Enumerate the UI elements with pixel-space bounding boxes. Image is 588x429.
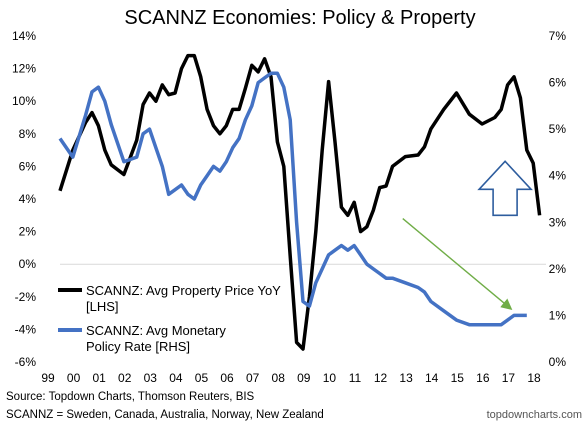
x-tick-label: 03 xyxy=(144,371,158,385)
legend: SCANNZ: Avg Property Price YoY [LHS] SCA… xyxy=(58,283,284,354)
x-tick-label: 07 xyxy=(246,371,260,385)
left-tick-label: 2% xyxy=(19,225,37,239)
right-tick-label: 2% xyxy=(549,262,567,276)
x-tick-label: 18 xyxy=(527,371,541,385)
right-tick-label: 5% xyxy=(549,122,567,136)
legend-label-policy: SCANNZ: Avg Monetary Policy Rate [RHS] xyxy=(86,323,230,354)
left-tick-label: -4% xyxy=(15,322,37,336)
left-tick-label: 0% xyxy=(19,257,37,271)
left-tick-label: 14% xyxy=(12,29,36,43)
x-tick-label: 06 xyxy=(220,371,234,385)
source-note: Source: Topdown Charts, Thomson Reuters,… xyxy=(6,391,255,403)
series-layer xyxy=(58,53,542,351)
left-tick-label: 6% xyxy=(19,159,37,173)
annotation-layer xyxy=(402,160,533,311)
x-tick-label: 00 xyxy=(67,371,81,385)
policy-rate-line xyxy=(58,71,527,327)
right-axis: 7% 6% 5% 4% 3% 2% 1% 0% xyxy=(549,29,567,369)
x-tick-label: 05 xyxy=(195,371,209,385)
left-tick-label: -2% xyxy=(15,290,37,304)
right-tick-label: 4% xyxy=(549,169,567,183)
x-tick-label: 04 xyxy=(169,371,183,385)
up-arrow-annotation xyxy=(477,160,533,217)
down-trend-arrow-annotation xyxy=(402,218,513,311)
right-tick-label: 6% xyxy=(549,76,567,90)
right-tick-label: 1% xyxy=(549,308,567,322)
property-price-line xyxy=(58,53,542,351)
x-tick-label: 17 xyxy=(502,371,516,385)
x-tick-label: 09 xyxy=(297,371,311,385)
chart-title: SCANNZ Economies: Policy & Property xyxy=(124,7,475,29)
right-tick-label: 3% xyxy=(549,215,567,229)
x-tick-label: 15 xyxy=(451,371,465,385)
right-tick-label: 0% xyxy=(549,355,567,369)
x-axis: 99 00 01 02 03 04 05 06 07 08 09 10 11 12 13 14 15 16 17 18 xyxy=(41,371,541,385)
x-tick-label: 02 xyxy=(118,371,132,385)
watermark: topdowncharts.com xyxy=(487,409,582,421)
x-tick-label: 12 xyxy=(374,371,388,385)
x-tick-label: 14 xyxy=(425,371,439,385)
x-tick-label: 11 xyxy=(349,371,362,385)
left-tick-label: 4% xyxy=(19,192,37,206)
left-tick-label: 8% xyxy=(19,127,37,141)
x-tick-label: 13 xyxy=(399,371,413,385)
right-tick-label: 7% xyxy=(549,29,567,43)
left-tick-label: 10% xyxy=(12,94,36,108)
x-tick-label: 10 xyxy=(323,371,337,385)
left-tick-label: 12% xyxy=(12,62,36,76)
x-tick-label: 01 xyxy=(92,371,106,385)
scannz-definition: SCANNZ = Sweden, Canada, Australia, Norw… xyxy=(6,409,324,421)
left-tick-label: -6% xyxy=(15,355,37,369)
legend-label-property: SCANNZ: Avg Property Price YoY [LHS] xyxy=(86,283,284,314)
x-tick-label: 16 xyxy=(476,371,490,385)
x-tick-label: 08 xyxy=(272,371,286,385)
x-tick-label: 99 xyxy=(41,371,55,385)
left-axis: 14% 12% 10% 8% 6% 4% 2% 0% -2% -4% -6% xyxy=(12,29,36,369)
